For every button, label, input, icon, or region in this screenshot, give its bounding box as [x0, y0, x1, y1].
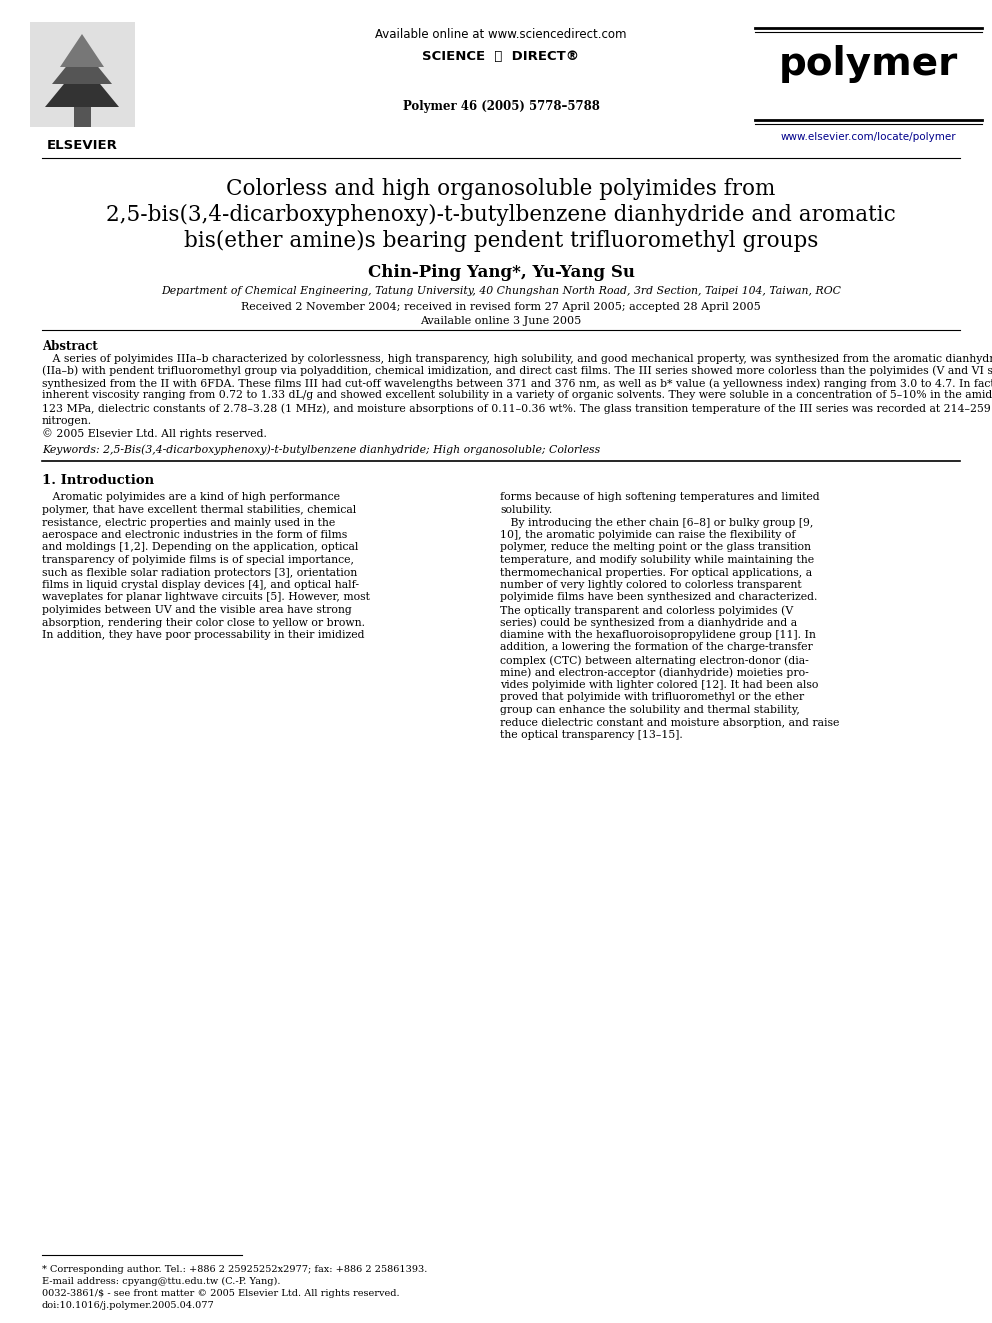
Text: vides polyimide with lighter colored [12]. It had been also: vides polyimide with lighter colored [12… — [500, 680, 818, 691]
Text: group can enhance the solubility and thermal stability,: group can enhance the solubility and the… — [500, 705, 800, 714]
Text: www.elsevier.com/locate/polymer: www.elsevier.com/locate/polymer — [781, 132, 956, 142]
Text: A series of polyimides IIIa–b characterized by colorlessness, high transparency,: A series of polyimides IIIa–b characteri… — [42, 353, 992, 364]
Text: films in liquid crystal display devices [4], and optical half-: films in liquid crystal display devices … — [42, 579, 359, 590]
Text: temperature, and modify solubility while maintaining the: temperature, and modify solubility while… — [500, 556, 814, 565]
Text: * Corresponding author. Tel.: +886 2 25925252x2977; fax: +886 2 25861393.: * Corresponding author. Tel.: +886 2 259… — [42, 1265, 428, 1274]
Text: The optically transparent and colorless polyimides (V: The optically transparent and colorless … — [500, 605, 794, 615]
Text: addition, a lowering the formation of the charge-transfer: addition, a lowering the formation of th… — [500, 643, 812, 652]
Text: By introducing the ether chain [6–8] or bulky group [9,: By introducing the ether chain [6–8] or … — [500, 517, 813, 528]
Text: inherent viscosity ranging from 0.72 to 1.33 dL/g and showed excellent solubilit: inherent viscosity ranging from 0.72 to … — [42, 390, 992, 401]
Text: bis(ether amine)s bearing pendent trifluoromethyl groups: bis(ether amine)s bearing pendent triflu… — [184, 230, 818, 253]
Text: reduce dielectric constant and moisture absorption, and raise: reduce dielectric constant and moisture … — [500, 717, 839, 728]
Text: forms because of high softening temperatures and limited: forms because of high softening temperat… — [500, 492, 819, 503]
Text: Aromatic polyimides are a kind of high performance: Aromatic polyimides are a kind of high p… — [42, 492, 340, 503]
Text: series) could be synthesized from a dianhydride and a: series) could be synthesized from a dian… — [500, 618, 798, 628]
Text: (IIa–b) with pendent trifluoromethyl group via polyaddition, chemical imidizatio: (IIa–b) with pendent trifluoromethyl gro… — [42, 365, 992, 376]
Text: number of very lightly colored to colorless transparent: number of very lightly colored to colorl… — [500, 579, 802, 590]
Text: thermomechanical properties. For optical applications, a: thermomechanical properties. For optical… — [500, 568, 812, 578]
Text: 10], the aromatic polyimide can raise the flexibility of: 10], the aromatic polyimide can raise th… — [500, 531, 796, 540]
Polygon shape — [52, 48, 112, 83]
Text: polymer, that have excellent thermal stabilities, chemical: polymer, that have excellent thermal sta… — [42, 505, 356, 515]
Text: Received 2 November 2004; received in revised form 27 April 2005; accepted 28 Ap: Received 2 November 2004; received in re… — [241, 302, 761, 312]
Text: In addition, they have poor processability in their imidized: In addition, they have poor processabili… — [42, 630, 364, 640]
Text: synthesized from the II with 6FDA. These films III had cut-off wavelengths betwe: synthesized from the II with 6FDA. These… — [42, 378, 992, 389]
Text: such as flexible solar radiation protectors [3], orientation: such as flexible solar radiation protect… — [42, 568, 357, 578]
Text: solubility.: solubility. — [500, 505, 553, 515]
Text: ELSEVIER: ELSEVIER — [47, 139, 118, 152]
Text: absorption, rendering their color close to yellow or brown.: absorption, rendering their color close … — [42, 618, 365, 627]
Polygon shape — [60, 34, 104, 67]
Text: 2,5-bis(3,4-dicarboxyphenoxy)-t-butylbenzene dianhydride and aromatic: 2,5-bis(3,4-dicarboxyphenoxy)-t-butylben… — [106, 204, 896, 226]
Text: Available online 3 June 2005: Available online 3 June 2005 — [421, 316, 581, 325]
Text: aerospace and electronic industries in the form of films: aerospace and electronic industries in t… — [42, 531, 347, 540]
Text: Polymer 46 (2005) 5778–5788: Polymer 46 (2005) 5778–5788 — [403, 101, 599, 112]
Text: Available online at www.sciencedirect.com: Available online at www.sciencedirect.co… — [375, 28, 627, 41]
Text: Keywords: 2,5-Bis(3,4-dicarboxyphenoxy)-t-butylbenzene dianhydride; High organos: Keywords: 2,5-Bis(3,4-dicarboxyphenoxy)-… — [42, 445, 600, 455]
Text: transparency of polyimide films is of special importance,: transparency of polyimide films is of sp… — [42, 556, 354, 565]
Text: waveplates for planar lightwave circuits [5]. However, most: waveplates for planar lightwave circuits… — [42, 593, 370, 602]
Text: diamine with the hexafluoroisopropylidene group [11]. In: diamine with the hexafluoroisopropyliden… — [500, 630, 815, 640]
Text: 123 MPa, dielectric constants of 2.78–3.28 (1 MHz), and moisture absorptions of : 123 MPa, dielectric constants of 2.78–3.… — [42, 404, 992, 414]
Text: mine) and electron-acceptor (dianhydride) moieties pro-: mine) and electron-acceptor (dianhydride… — [500, 668, 808, 679]
Text: E-mail address: cpyang@ttu.edu.tw (C.-P. Yang).: E-mail address: cpyang@ttu.edu.tw (C.-P.… — [42, 1277, 281, 1286]
Text: Chin-Ping Yang*, Yu-Yang Su: Chin-Ping Yang*, Yu-Yang Su — [367, 265, 635, 280]
Text: resistance, electric properties and mainly used in the: resistance, electric properties and main… — [42, 517, 335, 528]
Text: 0032-3861/$ - see front matter © 2005 Elsevier Ltd. All rights reserved.: 0032-3861/$ - see front matter © 2005 El… — [42, 1289, 400, 1298]
Bar — [30, 22, 135, 127]
Text: polymer, reduce the melting point or the glass transition: polymer, reduce the melting point or the… — [500, 542, 811, 553]
Text: SCIENCE  ⓓ  DIRECT®: SCIENCE ⓓ DIRECT® — [423, 50, 579, 64]
Text: 1. Introduction: 1. Introduction — [42, 475, 154, 487]
Text: the optical transparency [13–15].: the optical transparency [13–15]. — [500, 730, 682, 740]
Text: proved that polyimide with trifluoromethyl or the ether: proved that polyimide with trifluorometh… — [500, 692, 805, 703]
Text: polyimides between UV and the visible area have strong: polyimides between UV and the visible ar… — [42, 605, 352, 615]
Text: Department of Chemical Engineering, Tatung University, 40 Chungshan North Road, : Department of Chemical Engineering, Tatu… — [161, 286, 841, 296]
Text: and moldings [1,2]. Depending on the application, optical: and moldings [1,2]. Depending on the app… — [42, 542, 358, 553]
Text: Abstract: Abstract — [42, 340, 98, 353]
Text: doi:10.1016/j.polymer.2005.04.077: doi:10.1016/j.polymer.2005.04.077 — [42, 1301, 214, 1310]
Text: nitrogen.: nitrogen. — [42, 415, 92, 426]
Text: polymer: polymer — [779, 45, 958, 83]
Text: © 2005 Elsevier Ltd. All rights reserved.: © 2005 Elsevier Ltd. All rights reserved… — [42, 429, 267, 439]
Polygon shape — [45, 62, 119, 107]
Text: complex (CTC) between alternating electron-donor (dia-: complex (CTC) between alternating electr… — [500, 655, 808, 665]
Text: polyimide films have been synthesized and characterized.: polyimide films have been synthesized an… — [500, 593, 817, 602]
Text: Colorless and high organosoluble polyimides from: Colorless and high organosoluble polyimi… — [226, 179, 776, 200]
Bar — [74, 97, 91, 127]
